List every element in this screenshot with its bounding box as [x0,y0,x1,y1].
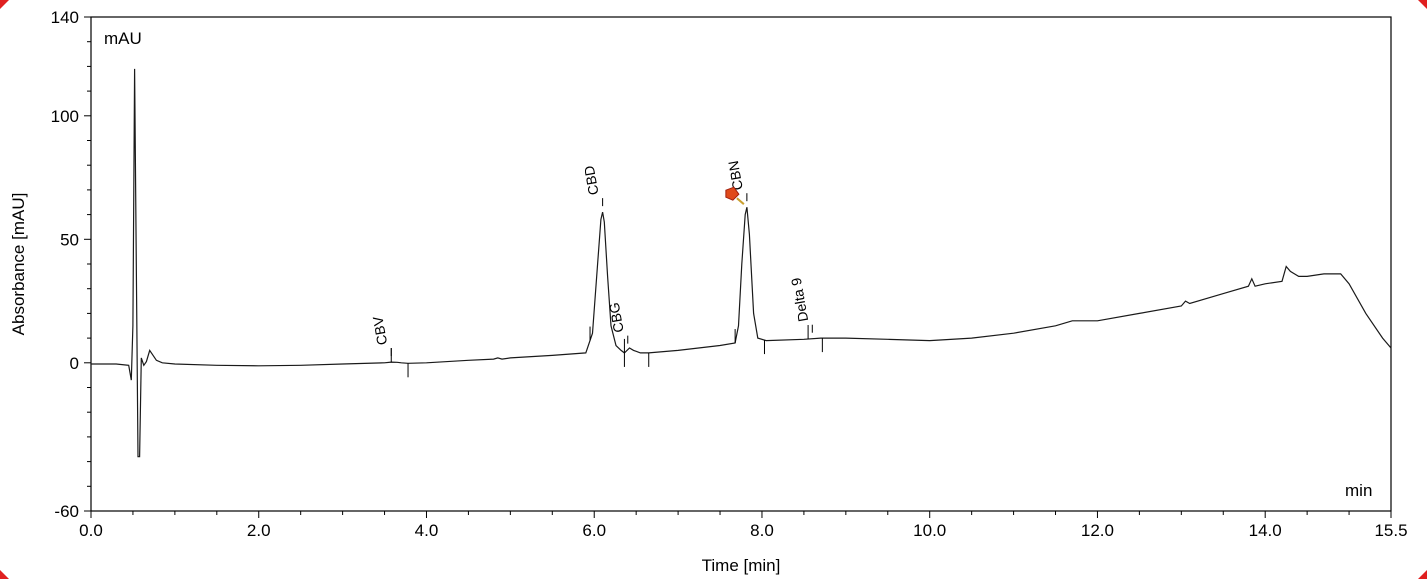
x-tick-label: 6.0 [582,521,606,540]
peak-label: CBV [369,315,390,347]
chromatogram-trace [91,68,1392,458]
cbn-flag-marker [725,186,745,205]
x-tick-label: 2.0 [247,521,271,540]
x-tick-label: 14.0 [1249,521,1282,540]
corner-marker-bottom-left [0,570,9,579]
x-tick-label: 8.0 [750,521,774,540]
corner-marker-top-right [1418,0,1427,9]
y-tick-label: -60 [54,502,79,521]
corner-marker-top-left [0,0,9,9]
y-axis-title: Absorbance [mAU] [9,193,28,336]
x-unit-label: min [1345,481,1372,500]
cbn-flag-stem [736,197,745,205]
x-tick-label: 12.0 [1081,521,1114,540]
peak-label: CBD [581,164,602,196]
x-axis-title: Time [min] [702,556,781,575]
y-unit-label: mAU [104,29,142,48]
x-axis: 0.0 2.0 4.0 6.0 8.0 10.0 12.0 14.0 15.5 [79,511,1408,540]
plot-frame [90,16,1392,512]
y-tick-label: 50 [60,230,79,249]
corner-marker-bottom-right [1418,570,1427,579]
peak-annotations: CBV CBD CBG CBN Delta 9 [369,160,823,378]
peak-label: Delta 9 [788,276,811,323]
x-tick-label: 15.5 [1374,521,1407,540]
x-tick-label: 0.0 [79,521,103,540]
y-tick-label: 0 [70,354,79,373]
x-tick-label: 4.0 [415,521,439,540]
y-tick-label: 140 [51,8,79,27]
peak-label: CBN [725,160,746,192]
y-tick-label: 100 [51,107,79,126]
y-axis: -60 0 50 100 140 [51,8,91,521]
peak-label: CBG [606,301,627,334]
cbn-flag-shape [725,186,740,201]
x-tick-label: 10.0 [913,521,946,540]
